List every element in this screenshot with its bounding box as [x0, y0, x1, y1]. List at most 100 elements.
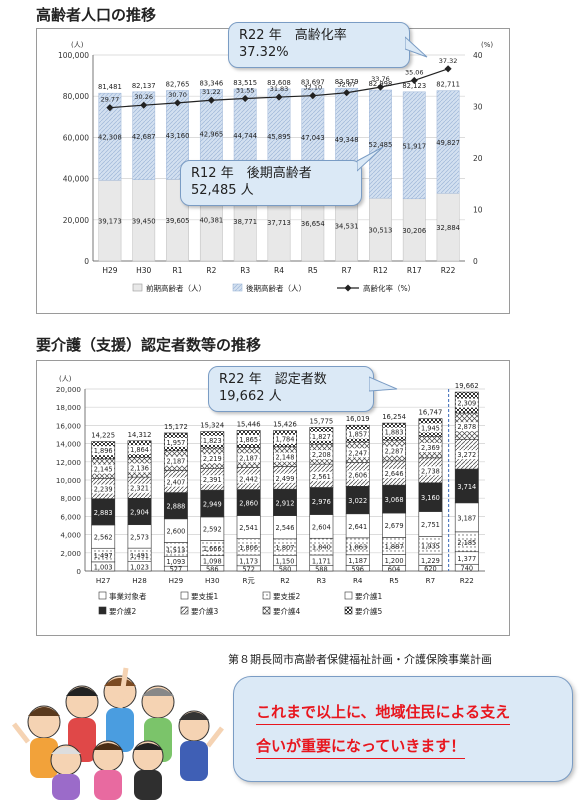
label-backing	[455, 450, 478, 460]
callout-rate-line1: R22 年 高齢化率	[239, 28, 347, 43]
rate-label: 29.77	[101, 96, 120, 104]
segment-label: 2,949	[203, 501, 222, 509]
x-tick-label: R3	[317, 576, 327, 585]
y-tick-label: 14,000	[56, 440, 82, 449]
label-backing	[455, 398, 478, 408]
community-people-illustration	[12, 667, 224, 800]
segment-label: 1,150	[276, 557, 295, 565]
x-tick-label: R22	[441, 266, 456, 275]
segment-label: 3,714	[457, 483, 476, 491]
segment-label: 2,208	[312, 451, 331, 459]
legend-label: 要支援2	[273, 591, 300, 601]
segment-label: 3,187	[457, 514, 476, 522]
segment-label: 1,200	[385, 557, 404, 565]
rate-point	[444, 65, 452, 73]
segment-label: 580	[279, 565, 292, 573]
segment-label: 2,145	[94, 466, 113, 474]
rate-point	[241, 94, 249, 103]
label-backing	[92, 484, 115, 494]
y-tick-label: 80,000	[63, 92, 89, 101]
callout-tail	[369, 376, 398, 392]
x-tick-label: R7	[342, 266, 352, 275]
callout-care-line1: R22 年 認定者数	[219, 372, 327, 387]
label-early: 36,654	[301, 220, 325, 228]
label-backing	[346, 496, 369, 506]
rate-label: 31.83	[270, 85, 289, 93]
segment-label: 2,407	[166, 479, 185, 487]
label-late: 42,965	[199, 131, 223, 139]
source-note: 第８期長岡市高齢者保健福祉計画・介護保険事業計画	[228, 653, 492, 666]
label-early: 32,884	[436, 224, 460, 232]
rate-point	[275, 93, 283, 101]
x-tick-label: R2	[280, 576, 290, 585]
rate-point	[106, 104, 114, 112]
segment-label: 527	[170, 566, 183, 574]
legend-swatch	[98, 606, 107, 615]
label-early: 39,173	[98, 218, 122, 226]
segment-label: 1,377	[457, 555, 476, 563]
rate-point	[376, 83, 384, 91]
segment-label: 2,592	[203, 526, 222, 534]
label-backing	[201, 475, 224, 485]
segment-label: 1,857	[348, 431, 367, 439]
x-tick-label: R4	[353, 576, 363, 585]
segment-label: 1,945	[421, 424, 440, 432]
label-early: 39,450	[132, 217, 156, 225]
label-total: 81,481	[98, 83, 122, 91]
legend-label: 要介護5	[355, 606, 382, 616]
label-total: 15,324	[200, 422, 224, 430]
label-total: 83,879	[335, 78, 359, 86]
x-tick-label: R5	[389, 576, 399, 585]
segment-label: 2,546	[276, 524, 295, 532]
rate-point	[410, 76, 418, 84]
legend-label: 要介護2	[109, 606, 136, 616]
label-late: 52,485	[369, 141, 393, 149]
legend-label: 要介護1	[355, 591, 382, 601]
y2-tick-label: 0	[473, 257, 478, 266]
segment-label: 1,896	[94, 447, 113, 455]
y2-tick-label: 20	[473, 154, 483, 163]
label-total: 14,225	[91, 432, 115, 440]
segment-label: 1,823	[203, 437, 222, 445]
rate-label: 31.22	[202, 88, 221, 96]
label-early: 40,381	[199, 216, 223, 224]
segment-label: 2,878	[457, 423, 476, 431]
segment-label: 2,641	[348, 523, 367, 531]
segment-label: 2,562	[94, 534, 113, 542]
rate-label: 33.76	[371, 75, 390, 83]
segment-label: 2,912	[276, 499, 295, 507]
segment-label: 2,860	[239, 500, 258, 508]
legend-swatch	[180, 606, 189, 615]
legend-swatch	[262, 591, 271, 600]
label-backing	[383, 495, 406, 505]
label-backing	[419, 443, 442, 453]
segment-label: 1,023	[130, 563, 149, 571]
segment-label: 2,321	[130, 485, 149, 493]
label-late: 44,744	[233, 132, 257, 140]
y-tick-label: 8,000	[60, 494, 81, 503]
y-tick-label: 20,000	[56, 385, 82, 394]
legend-swatch	[344, 591, 353, 600]
label-backing	[383, 446, 406, 456]
callout-tail	[405, 36, 428, 58]
x-tick-label: H28	[132, 576, 147, 585]
bar-late	[132, 91, 156, 180]
segment-label: 2,606	[348, 471, 367, 479]
label-backing	[237, 453, 260, 463]
label-early: 34,531	[335, 222, 359, 230]
callout-care-line2: 19,662 人	[219, 389, 282, 404]
segment-label: 1,807	[276, 544, 295, 552]
chart2-title: 要介護（支援）認定者数等の推移	[36, 336, 262, 354]
message-line-1: これまで以上に、地域住民による支え	[256, 701, 511, 725]
x-tick-label: R4	[274, 266, 284, 275]
legend-label: 要介護3	[191, 606, 218, 616]
legend-label-rate: 高齢化率（%）	[363, 283, 415, 293]
label-total: 16,254	[382, 413, 406, 421]
segment-label: 2,561	[312, 473, 331, 481]
y-tick-label: 4,000	[60, 531, 81, 540]
x-tick-label: R1	[173, 266, 183, 275]
chart1-title: 高齢者人口の推移	[36, 6, 157, 24]
legend-label-early: 前期高齢者（人）	[146, 283, 206, 293]
segment-label: 1,513	[166, 546, 185, 554]
segment-label: 2,541	[239, 524, 258, 532]
